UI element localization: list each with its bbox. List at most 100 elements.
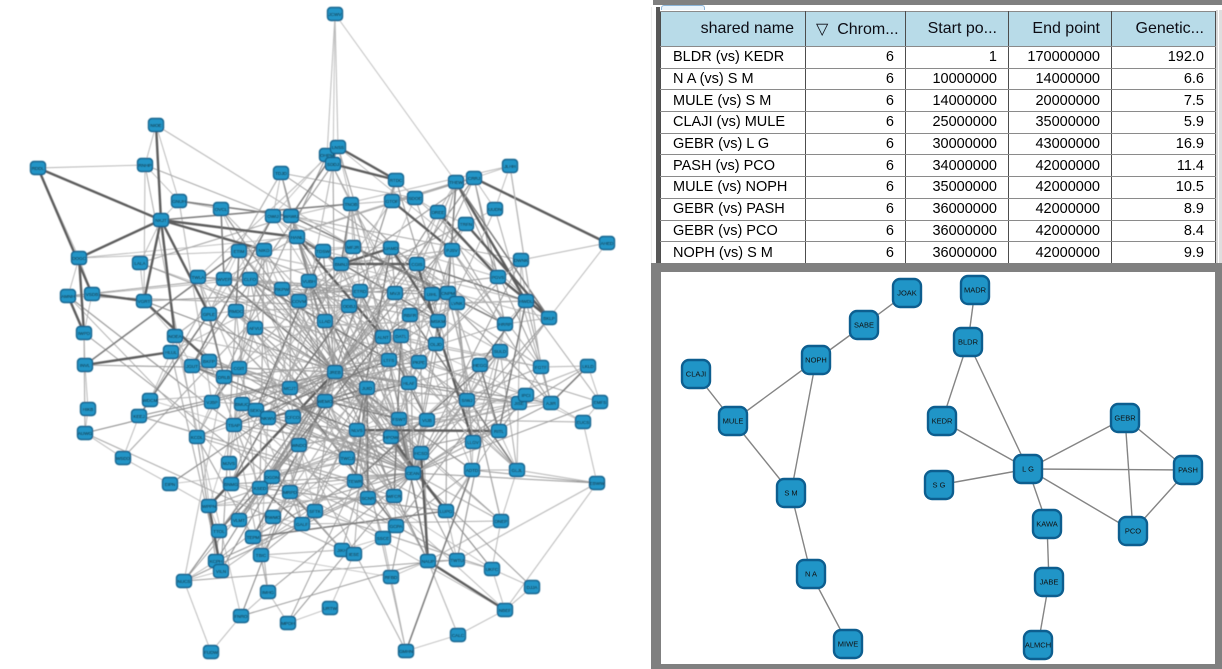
svg-text:IPCI: IPCI xyxy=(522,393,531,398)
svg-text:CLFO: CLFO xyxy=(244,277,257,282)
svg-text:LVNK: LVNK xyxy=(451,301,464,306)
svg-text:CLAJI: CLAJI xyxy=(686,370,706,379)
svg-text:SABE: SABE xyxy=(854,321,874,330)
svg-text:LNSS: LNSS xyxy=(332,145,344,150)
svg-text:CGIS: CGIS xyxy=(411,262,422,267)
svg-text:UUDN: UUDN xyxy=(488,207,501,212)
svg-text:MJVS: MJVS xyxy=(223,461,235,466)
svg-text:TWCJ: TWCJ xyxy=(341,456,354,461)
svg-text:NAUP: NAUP xyxy=(422,559,435,564)
svg-text:AHED: AHED xyxy=(601,241,614,246)
svg-text:VJBP: VJBP xyxy=(206,400,218,405)
svg-text:MVJI: MVJI xyxy=(390,291,400,296)
svg-text:CNPM: CNPM xyxy=(441,291,455,296)
svg-text:VILN: VILN xyxy=(216,569,226,574)
svg-text:LLGV: LLGV xyxy=(467,440,480,445)
svg-text:ETIM: ETIM xyxy=(234,249,245,254)
svg-text:HANL: HANL xyxy=(291,235,304,240)
svg-text:GALF: GALF xyxy=(296,522,308,527)
svg-text:OHPM: OHPM xyxy=(320,153,334,158)
svg-text:TEPM: TEPM xyxy=(247,535,260,540)
svg-text:UKFC: UKFC xyxy=(486,567,499,572)
svg-text:JISE: JISE xyxy=(514,401,524,406)
svg-text:JCWV: JCWV xyxy=(328,12,342,17)
svg-text:HPOW: HPOW xyxy=(384,435,399,440)
svg-text:NUCS: NUCS xyxy=(177,579,190,584)
svg-text:LTFS: LTFS xyxy=(384,358,395,363)
svg-text:L G: L G xyxy=(1022,465,1034,474)
svg-text:LALA: LALA xyxy=(134,261,146,266)
svg-text:HLAF: HLAF xyxy=(403,381,415,386)
svg-text:COVM: COVM xyxy=(292,299,306,304)
svg-text:WSDD: WSDD xyxy=(116,456,131,461)
svg-text:GNUH: GNUH xyxy=(172,199,186,204)
svg-text:KSED: KSED xyxy=(254,486,267,491)
svg-text:OWIJ: OWIJ xyxy=(267,214,278,219)
svg-text:SDDJ: SDDJ xyxy=(327,162,339,167)
svg-text:VUBH: VUBH xyxy=(303,279,316,284)
svg-text:GPLE: GPLE xyxy=(203,312,215,317)
svg-text:NOPH: NOPH xyxy=(805,356,827,365)
svg-text:NIOE: NIOE xyxy=(150,123,161,128)
svg-text:DWNK: DWNK xyxy=(514,258,529,263)
svg-text:HCSD: HCSD xyxy=(414,451,428,456)
svg-text:FUDW: FUDW xyxy=(204,650,218,655)
svg-text:JREB: JREB xyxy=(329,370,341,375)
svg-text:KCPH: KCPH xyxy=(210,559,223,564)
svg-text:NOEA: NOEA xyxy=(168,334,182,339)
svg-text:LLAD: LLAD xyxy=(319,319,331,324)
svg-text:MSKM: MSKM xyxy=(431,319,445,324)
svg-text:SSCE: SSCE xyxy=(377,536,390,541)
svg-text:EMFS: EMFS xyxy=(594,400,607,405)
svg-text:N A: N A xyxy=(805,570,817,579)
svg-text:WNDO: WNDO xyxy=(292,443,307,448)
svg-text:URTW: URTW xyxy=(323,606,337,611)
svg-text:JIKH: JIKH xyxy=(337,548,347,553)
svg-text:CFCO: CFCO xyxy=(286,415,299,420)
svg-text:VLMT: VLMT xyxy=(233,518,245,523)
svg-text:WFCR: WFCR xyxy=(387,494,401,499)
svg-text:TTOL: TTOL xyxy=(213,529,225,534)
svg-text:TWTU: TWTU xyxy=(450,558,463,563)
svg-text:BMNJ: BMNJ xyxy=(335,262,348,267)
svg-text:CALC: CALC xyxy=(452,633,465,638)
svg-text:FGTF: FGTF xyxy=(535,365,547,370)
svg-text:TDJD: TDJD xyxy=(275,171,287,176)
svg-text:NKWV: NKWV xyxy=(261,416,276,421)
svg-text:DJJA: DJJA xyxy=(527,585,539,590)
svg-text:RNHP: RNHP xyxy=(138,163,151,168)
svg-text:KEDR: KEDR xyxy=(932,417,953,426)
svg-text:ODBJ: ODBJ xyxy=(343,304,355,309)
svg-text:JGUT: JGUT xyxy=(186,364,198,369)
svg-text:KEEJ: KEEJ xyxy=(133,414,145,419)
svg-text:JABE: JABE xyxy=(1040,578,1059,587)
svg-text:PCO: PCO xyxy=(1125,527,1141,536)
svg-text:RKPW: RKPW xyxy=(275,287,289,292)
svg-text:VGRT: VGRT xyxy=(138,299,151,304)
svg-text:MRPD: MRPD xyxy=(283,490,297,495)
svg-text:MFJR: MFJR xyxy=(347,245,360,250)
svg-text:PJSV: PJSV xyxy=(446,248,458,253)
svg-text:INVL: INVL xyxy=(80,363,91,368)
svg-text:LUPG: LUPG xyxy=(440,509,453,514)
svg-text:VSDB: VSDB xyxy=(86,292,99,297)
svg-text:ALNT: ALNT xyxy=(377,335,389,340)
svg-text:THEW: THEW xyxy=(449,180,463,185)
svg-text:OLJD: OLJD xyxy=(430,342,442,347)
svg-text:PASH: PASH xyxy=(1178,466,1198,475)
svg-text:EBWW: EBWW xyxy=(590,481,605,486)
svg-text:RMDC: RMDC xyxy=(229,309,243,314)
svg-text:RFBD: RFBD xyxy=(385,575,398,580)
svg-text:HIKB: HIKB xyxy=(83,407,94,412)
svg-text:WEMO: WEMO xyxy=(318,399,333,404)
svg-text:JLHH: JLHH xyxy=(504,164,516,169)
svg-text:SIWJ: SIWJ xyxy=(462,398,473,403)
svg-text:BLDR: BLDR xyxy=(958,338,979,347)
svg-text:NKJT: NKJT xyxy=(155,218,167,223)
svg-text:HLUL: HLUL xyxy=(165,350,177,355)
svg-text:S M: S M xyxy=(784,489,797,498)
svg-text:AFVU: AFVU xyxy=(249,326,261,331)
svg-text:EIPN: EIPN xyxy=(165,482,176,487)
svg-text:DREE: DREE xyxy=(432,210,445,215)
svg-text:SULD: SULD xyxy=(494,349,507,354)
